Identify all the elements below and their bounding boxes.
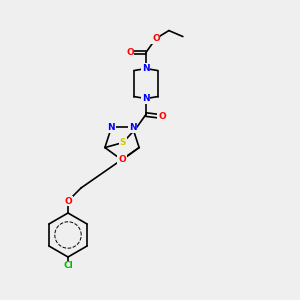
Text: O: O	[126, 48, 134, 57]
Text: O: O	[64, 196, 72, 206]
Text: N: N	[129, 123, 136, 132]
Text: O: O	[158, 112, 166, 121]
Text: Cl: Cl	[63, 262, 73, 271]
Text: N: N	[142, 64, 150, 73]
Text: N: N	[108, 123, 115, 132]
Text: N: N	[142, 94, 150, 103]
Text: O: O	[152, 34, 160, 43]
Text: S: S	[120, 138, 126, 147]
Text: O: O	[118, 155, 126, 164]
